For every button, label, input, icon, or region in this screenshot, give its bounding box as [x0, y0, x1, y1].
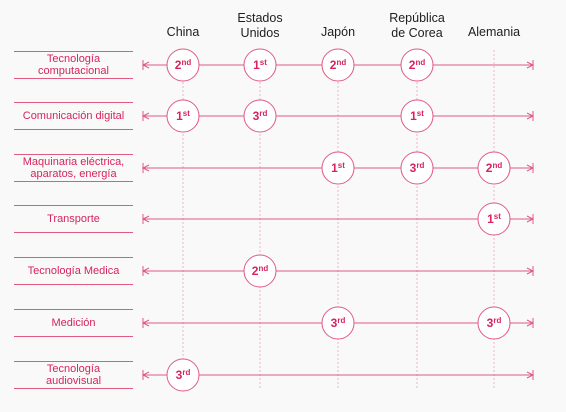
rank-marker-medicion-alemania: 3rd: [477, 306, 511, 340]
rank-label: 1st: [253, 58, 267, 72]
category-label-tecnologia-audiovisual: Tecnología audiovisual: [14, 361, 133, 389]
rank-circle: [166, 48, 200, 82]
rank-circle: [400, 48, 434, 82]
country-header-estados-unidos: Estados Unidos: [237, 11, 283, 40]
rank-label: 3rd: [176, 368, 191, 382]
rank-marker-maquinaria-electrica-aparatos-energia-japon: 1st: [321, 151, 355, 185]
rank-marker-tecnologia-medica-estados-unidos: 2nd: [243, 254, 277, 288]
rank-marker-comunicacion-digital-china: 1st: [166, 99, 200, 133]
rank-label: 1st: [176, 109, 190, 123]
rank-label: 2nd: [330, 58, 347, 72]
rank-label: 2nd: [252, 264, 269, 278]
country-header-republica-de-corea: República de Corea: [389, 11, 445, 40]
rank-label: 2nd: [409, 58, 426, 72]
rank-circle: [321, 48, 355, 82]
country-header-japon: Japón: [320, 25, 356, 39]
rank-circle: [321, 306, 355, 340]
rank-label: 1st: [410, 109, 424, 123]
rank-label: 1st: [487, 212, 501, 226]
category-label-tecnologia-computacional: Tecnología computacional: [14, 51, 133, 79]
rank-circle: [243, 99, 277, 133]
rank-label: 1st: [331, 161, 345, 175]
rank-circle: [400, 151, 434, 185]
rank-circle: [477, 151, 511, 185]
rank-marker-comunicacion-digital-republica-de-corea: 1st: [400, 99, 434, 133]
rank-circle: [166, 99, 200, 133]
rank-marker-tecnologia-computacional-republica-de-corea: 2nd: [400, 48, 434, 82]
rank-marker-tecnologia-computacional-china: 2nd: [166, 48, 200, 82]
rank-circle: [321, 151, 355, 185]
rank-label: 2nd: [486, 161, 503, 175]
country-header-china: China: [166, 25, 200, 39]
rank-label: 2nd: [175, 58, 192, 72]
rank-label: 3rd: [487, 316, 502, 330]
rank-marker-maquinaria-electrica-aparatos-energia-alemania: 2nd: [477, 151, 511, 185]
rank-marker-transporte-alemania: 1st: [477, 202, 511, 236]
rank-circle: [477, 202, 511, 236]
category-label-tecnologia-medica: Tecnología Medica: [14, 257, 133, 285]
rank-marker-tecnologia-computacional-estados-unidos: 1st: [243, 48, 277, 82]
country-header-alemania: Alemania: [467, 25, 521, 39]
rank-marker-tecnologia-computacional-japon: 2nd: [321, 48, 355, 82]
rank-circle: [477, 306, 511, 340]
rank-label: 3rd: [253, 109, 268, 123]
rank-circle: [166, 358, 200, 392]
category-label-comunicacion-digital: Comunicación digital: [14, 102, 133, 130]
rank-circle: [243, 254, 277, 288]
rank-marker-tecnologia-audiovisual-china: 3rd: [166, 358, 200, 392]
rank-label: 3rd: [410, 161, 425, 175]
category-label-maquinaria-electrica-aparatos-energia: Maquinaria eléctrica, aparatos, energía: [14, 154, 133, 182]
rank-circle: [400, 99, 434, 133]
rank-label: 3rd: [331, 316, 346, 330]
rank-circle: [243, 48, 277, 82]
category-label-transporte: Transporte: [14, 205, 133, 233]
rank-marker-comunicacion-digital-estados-unidos: 3rd: [243, 99, 277, 133]
rank-marker-maquinaria-electrica-aparatos-energia-republica-de-corea: 3rd: [400, 151, 434, 185]
category-label-medicion: Medición: [14, 309, 133, 337]
rank-marker-medicion-japon: 3rd: [321, 306, 355, 340]
